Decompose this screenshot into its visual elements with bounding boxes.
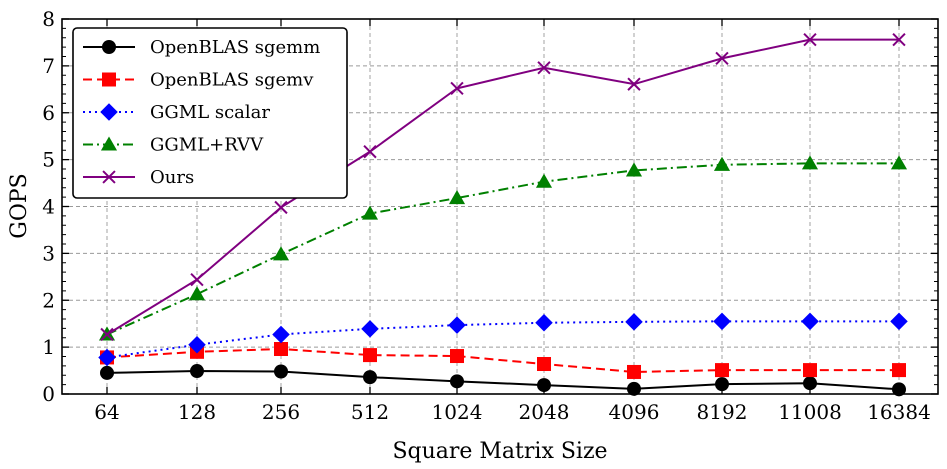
series-line: [106, 320, 899, 359]
data-point: [803, 376, 817, 391]
data-point: [627, 364, 641, 379]
y-tick-label: 0: [42, 382, 55, 406]
y-tick-label: 5: [42, 148, 55, 172]
data-point: [715, 363, 729, 378]
legend-marker: [100, 136, 118, 151]
legend-entry: GGML scalar: [83, 102, 270, 123]
legend-entry: GGML+RVV: [83, 135, 264, 156]
data-point: [890, 155, 908, 170]
data-point: [190, 364, 204, 379]
x-tick-label: 2048: [519, 400, 570, 424]
data-point: [535, 173, 553, 188]
legend: OpenBLAS sgemm OpenBLAS sgemv GGML scalar G…: [72, 27, 348, 199]
data-point: [272, 246, 290, 261]
legend-entry: OpenBLAS sgemv: [83, 70, 314, 91]
y-tick-label: 1: [42, 335, 55, 359]
data-point: [715, 377, 729, 392]
data-point: [272, 325, 290, 344]
data-point: [713, 312, 731, 331]
x-tick-label: 64: [94, 400, 119, 424]
data-point: [450, 374, 464, 389]
data-point: [100, 365, 114, 380]
y-tick-label: 8: [42, 7, 55, 31]
legend-marker: [102, 72, 116, 87]
legend-label: GGML scalar: [150, 102, 270, 123]
data-point: [98, 348, 116, 367]
data-point: [100, 327, 114, 342]
series-ggml-scalar: [98, 312, 908, 367]
data-point: [188, 286, 206, 301]
data-point: [450, 81, 464, 96]
x-tick-label: 8192: [697, 400, 748, 424]
data-point: [190, 272, 204, 287]
legend-marker: [100, 103, 118, 121]
series-line: [106, 38, 899, 336]
legend-entry: Ours: [83, 167, 194, 188]
data-point: [361, 205, 379, 220]
data-point: [274, 200, 288, 215]
y-tick-label: 2: [42, 288, 55, 312]
x-axis-label: Square Matrix Size: [392, 439, 607, 464]
legend-label: OpenBLAS sgemv: [150, 70, 314, 91]
x-tick-label: 4096: [609, 400, 660, 424]
data-point: [713, 156, 731, 171]
data-point: [801, 312, 819, 331]
series-openblas-sgemm: [100, 364, 906, 397]
data-point: [535, 314, 553, 332]
series-line: [106, 347, 899, 373]
y-tick-label: 7: [42, 54, 55, 78]
ticks: 64 128 256 512 1024 2048 4096 8192 11008 16384012…: [42, 7, 938, 424]
legend-marker: [102, 170, 116, 184]
y-tick-label: 3: [42, 241, 55, 265]
data-point: [892, 32, 906, 47]
series-line: [106, 370, 900, 391]
data-point: [274, 364, 288, 379]
legend-box: [72, 27, 348, 199]
legend-label: OpenBLAS sgemm: [150, 37, 320, 58]
grid: [62, 19, 938, 394]
data-point: [803, 363, 817, 378]
series-layer: [98, 32, 908, 397]
legend-entry: OpenBLAS sgemm: [83, 37, 320, 58]
data-point: [537, 378, 551, 393]
y-tick-label: 4: [42, 195, 55, 219]
data-point: [803, 32, 817, 47]
x-tick-label: 128: [178, 400, 216, 424]
data-point: [625, 313, 643, 331]
data-point: [363, 370, 377, 385]
data-point: [274, 342, 288, 356]
legend-label: GGML+RVV: [150, 135, 264, 156]
x-tick-label: 1024: [432, 400, 483, 424]
data-point: [890, 312, 908, 331]
data-point: [892, 363, 906, 378]
y-tick-label: 6: [42, 101, 55, 125]
x-tick-label: 512: [351, 400, 389, 424]
data-point: [627, 77, 641, 91]
data-point: [363, 144, 377, 159]
legend-marker: [102, 40, 116, 54]
data-point: [801, 155, 819, 170]
data-point: [715, 51, 729, 66]
x-tick-label: 11008: [778, 400, 842, 424]
data-point: [363, 348, 377, 363]
data-point: [448, 190, 466, 205]
y-axis-label: GOPS: [7, 173, 32, 238]
data-point: [625, 162, 643, 177]
legend-label: Ours: [150, 167, 194, 188]
x-tick-label: 256: [262, 400, 300, 424]
series-line: [106, 162, 899, 336]
series-ours: [100, 32, 906, 342]
data-point: [448, 316, 466, 334]
data-point: [361, 320, 379, 338]
data-point: [537, 357, 551, 371]
x-tick-label: 16384: [867, 400, 931, 424]
data-point: [188, 336, 206, 354]
data-point: [450, 349, 464, 364]
data-point: [537, 61, 551, 75]
